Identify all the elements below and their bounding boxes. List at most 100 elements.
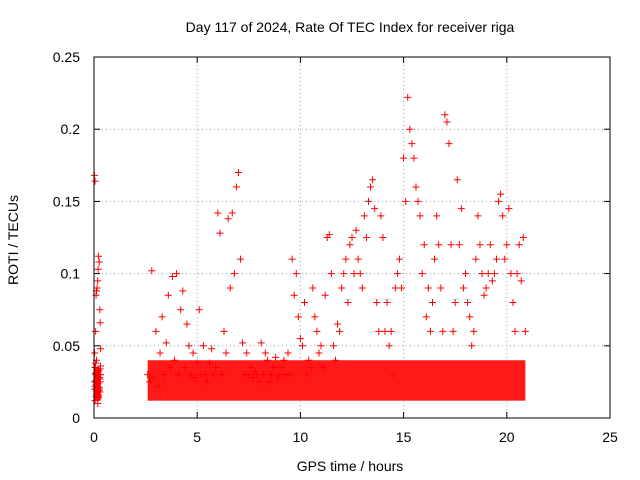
- data-point-marker: [513, 270, 521, 278]
- data-point-marker: [420, 241, 428, 249]
- data-point-marker: [216, 229, 224, 237]
- data-point-marker: [189, 349, 197, 357]
- data-point-marker: [237, 255, 245, 263]
- data-point-marker: [185, 342, 193, 350]
- data-point-marker: [360, 212, 368, 220]
- data-point-marker: [414, 197, 422, 205]
- data-point-marker: [412, 183, 420, 191]
- data-point-marker: [385, 342, 393, 350]
- data-point-marker: [220, 327, 228, 335]
- data-point-marker: [404, 93, 412, 101]
- data-point-marker: [428, 298, 436, 306]
- data-point-marker: [294, 313, 302, 321]
- data-point-marker: [148, 267, 156, 275]
- data-point-marker: [232, 183, 240, 191]
- dense-point-band: [94, 360, 526, 401]
- data-point-marker: [466, 313, 474, 321]
- data-point-marker: [505, 205, 513, 213]
- data-point-marker: [509, 298, 517, 306]
- data-point-marker: [369, 176, 377, 184]
- data-point-marker: [478, 270, 486, 278]
- data-point-marker: [445, 140, 453, 148]
- data-point-marker: [495, 197, 503, 205]
- data-point-marker: [462, 270, 470, 278]
- data-point-marker: [383, 298, 391, 306]
- data-point-marker: [362, 234, 370, 241]
- data-point-marker: [342, 255, 350, 263]
- data-point-marker: [395, 255, 403, 263]
- y-tick-label: 0.25: [53, 49, 80, 65]
- data-point-marker: [336, 327, 344, 335]
- data-point-marker: [459, 284, 467, 292]
- data-point-marker: [519, 234, 527, 241]
- data-point-marker: [426, 327, 434, 335]
- data-point-marker: [367, 183, 375, 191]
- data-point-marker: [290, 291, 298, 299]
- data-point-marker: [340, 270, 348, 278]
- data-point-marker: [424, 284, 432, 292]
- data-point-marker: [393, 270, 401, 278]
- axis-ticks: [93, 56, 611, 419]
- chart-title: Day 117 of 2024, Rate Of TEC Index for r…: [186, 19, 515, 35]
- data-point-marker: [410, 154, 418, 162]
- data-point-marker: [488, 277, 496, 285]
- data-point-marker: [93, 284, 101, 292]
- data-point-marker: [334, 320, 342, 328]
- data-point-marker: [457, 205, 465, 213]
- grid-lines: [94, 57, 610, 418]
- data-point-marker: [226, 284, 234, 292]
- data-point-marker: [94, 277, 102, 285]
- data-point-marker: [325, 231, 333, 239]
- data-point-marker: [497, 190, 505, 198]
- data-point-marker: [346, 241, 354, 249]
- data-points: [90, 93, 529, 408]
- data-point-marker: [521, 327, 529, 335]
- y-axis-label: ROTI / TECUs: [5, 195, 21, 285]
- data-point-marker: [433, 212, 441, 220]
- data-point-marker: [490, 270, 498, 278]
- data-point-marker: [208, 345, 216, 353]
- data-point-marker: [418, 270, 426, 278]
- data-point-marker: [309, 284, 317, 292]
- data-point-marker: [511, 327, 519, 335]
- data-point-marker: [416, 212, 424, 220]
- data-point-marker: [377, 212, 385, 220]
- y-axis-tick-labels: 0 0.05 0.1 0.15 0.2 0.25: [53, 49, 80, 426]
- data-point-marker: [183, 320, 191, 328]
- data-point-marker: [402, 197, 410, 205]
- data-point-marker: [296, 335, 304, 343]
- data-point-marker: [301, 298, 309, 306]
- y-tick-label: 0: [72, 410, 80, 426]
- data-point-marker: [431, 255, 439, 263]
- dense-band-segment: [94, 367, 101, 401]
- data-point-marker: [470, 327, 478, 335]
- data-point-marker: [435, 241, 443, 249]
- data-point-marker: [91, 177, 99, 185]
- data-point-marker: [95, 252, 103, 260]
- data-point-marker: [348, 234, 356, 241]
- data-point-marker: [480, 291, 488, 299]
- data-point-marker: [168, 272, 176, 280]
- data-point-marker: [272, 353, 280, 361]
- data-point-marker: [517, 277, 525, 285]
- data-point-marker: [365, 197, 373, 205]
- data-point-marker: [422, 313, 430, 321]
- x-axis-tick-labels: 0 5 10 15 20 25: [90, 429, 618, 445]
- data-point-marker: [292, 270, 300, 278]
- data-point-marker: [375, 327, 383, 335]
- data-point-marker: [352, 226, 360, 234]
- data-point-marker: [379, 234, 387, 241]
- data-point-marker: [451, 298, 459, 306]
- data-point-marker: [381, 327, 389, 335]
- data-point-marker: [453, 176, 461, 184]
- data-point-marker: [408, 140, 416, 148]
- data-point-marker: [449, 327, 457, 335]
- dense-band-segment: [147, 360, 526, 401]
- data-point-marker: [499, 212, 507, 220]
- y-tick-label: 0.05: [53, 338, 80, 354]
- data-point-marker: [195, 306, 203, 314]
- x-tick-label: 20: [499, 429, 515, 445]
- data-point-marker: [92, 327, 100, 335]
- data-point-marker: [492, 255, 500, 263]
